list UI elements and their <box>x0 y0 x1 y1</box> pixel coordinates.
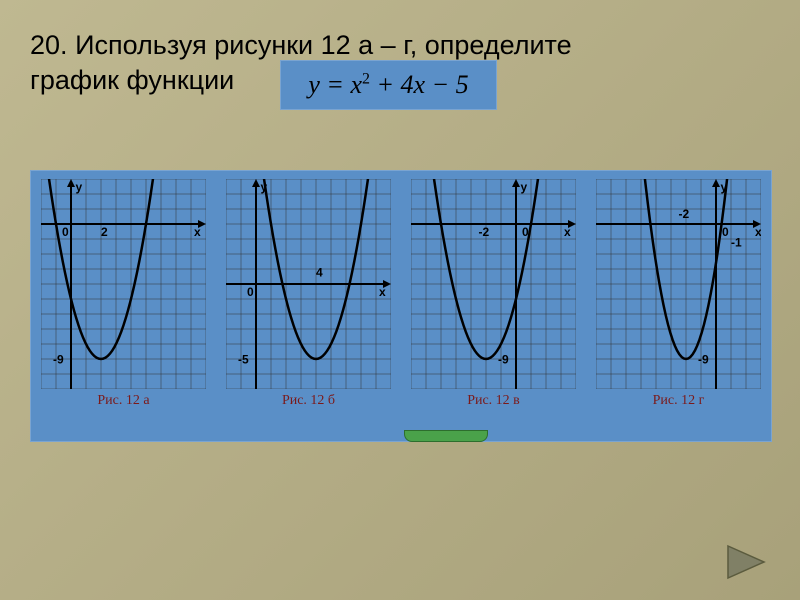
chart-caption-d: Рис. 12 г <box>653 393 705 409</box>
svg-text:y: y <box>76 180 83 194</box>
question-number: 20. <box>30 30 68 60</box>
svg-text:x: x <box>194 225 201 239</box>
svg-text:-9: -9 <box>498 353 509 367</box>
formula-box: y = x2 + 4x − 5 <box>280 60 497 110</box>
question-line1: Используя рисунки 12 а – г, определите <box>75 30 572 60</box>
chart-caption-c: Рис. 12 в <box>467 393 520 409</box>
svg-text:0: 0 <box>522 225 529 239</box>
svg-text:y: y <box>261 180 268 194</box>
svg-text:x: x <box>379 285 386 299</box>
charts-panel: y 0 2 x -9 Рис. 12 а y 0 4 x -5 Рис. 12 б y -2 0 x -9 Рис… <box>30 170 772 442</box>
svg-text:2: 2 <box>101 225 108 239</box>
question-line2: график функции <box>30 65 234 95</box>
svg-text:-9: -9 <box>698 353 709 367</box>
svg-text:0: 0 <box>62 225 69 239</box>
chart-caption-b: Рис. 12 б <box>282 393 335 409</box>
svg-text:4: 4 <box>316 266 323 280</box>
svg-text:y: y <box>721 180 728 194</box>
next-icon <box>722 542 770 582</box>
hidden-answer-tab <box>404 430 488 442</box>
chart-a[interactable]: y 0 2 x -9 Рис. 12 а <box>36 179 211 409</box>
chart-b[interactable]: y 0 4 x -5 Рис. 12 б <box>221 179 396 409</box>
formula: y = x2 + 4x − 5 <box>308 70 468 100</box>
svg-text:x: x <box>755 225 761 239</box>
chart-svg-b: y 0 4 x -5 <box>226 179 391 389</box>
svg-text:x: x <box>564 225 571 239</box>
svg-text:-2: -2 <box>679 207 690 221</box>
chart-svg-d: y -2 0-1 x -9 <box>596 179 761 389</box>
svg-text:-1: -1 <box>731 236 742 250</box>
chart-c[interactable]: y -2 0 x -9 Рис. 12 в <box>406 179 581 409</box>
next-button[interactable] <box>722 542 770 582</box>
chart-caption-a: Рис. 12 а <box>97 393 149 409</box>
svg-text:0: 0 <box>247 285 254 299</box>
svg-text:-9: -9 <box>53 353 64 367</box>
svg-text:-2: -2 <box>479 225 490 239</box>
svg-text:y: y <box>521 180 528 194</box>
svg-text:-5: -5 <box>238 353 249 367</box>
chart-d[interactable]: y -2 0-1 x -9 Рис. 12 г <box>591 179 766 409</box>
chart-svg-c: y -2 0 x -9 <box>411 179 576 389</box>
svg-text:0: 0 <box>722 225 729 239</box>
chart-svg-a: y 0 2 x -9 <box>41 179 206 389</box>
